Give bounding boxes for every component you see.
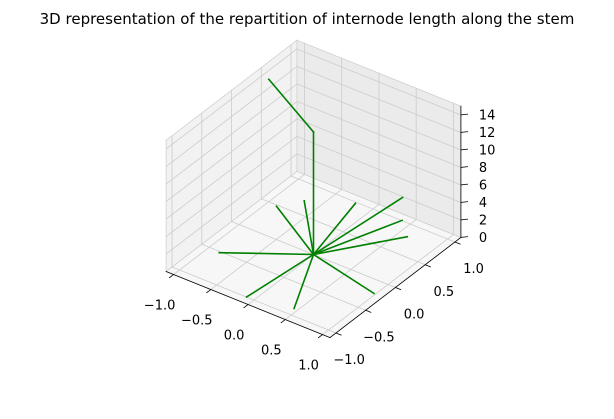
z-grid-line xyxy=(296,170,462,238)
z-tick-label: 2 xyxy=(479,213,487,228)
x-tick-label: −0.5 xyxy=(181,314,213,329)
tick-labels: −1.0 −0.5 0.0 0.5 1.0 −1.0 −0.5 0.0 0.5 1.0 0 2 4 6 8 1… xyxy=(144,108,496,373)
branch-line xyxy=(312,253,376,295)
z-grid-line xyxy=(165,153,298,255)
grid-lines xyxy=(165,42,462,336)
y-grid-line xyxy=(171,266,337,334)
z-grid-line xyxy=(296,65,462,133)
z-grid-line xyxy=(165,170,298,273)
axis-lines xyxy=(165,39,469,339)
z-grid-line xyxy=(296,118,462,186)
x-tick-label: 0.5 xyxy=(261,344,282,359)
z-tick-mark xyxy=(460,236,469,238)
y-tick-label: 0.0 xyxy=(404,308,425,323)
branch-line xyxy=(293,253,315,310)
z-tick-label: 0 xyxy=(479,231,487,246)
x-tick-mark xyxy=(243,303,249,309)
z-tick-mark xyxy=(460,183,469,186)
x-tick-label: −1.0 xyxy=(144,299,176,314)
branch-line xyxy=(245,253,315,299)
z-grid-line xyxy=(165,100,298,203)
x-tick-mark xyxy=(280,318,286,324)
x-tick-label: 0.0 xyxy=(224,329,245,344)
y-grid-line xyxy=(260,198,426,266)
x-tick-mark xyxy=(168,273,175,279)
z-grid-line xyxy=(165,83,298,185)
branch-line xyxy=(312,196,404,256)
y-tick-mark xyxy=(335,332,342,336)
branch-line xyxy=(312,202,357,256)
stem-segment xyxy=(267,78,315,134)
z-grid-line xyxy=(165,65,298,168)
y-tick-label: 1.0 xyxy=(463,262,484,277)
x-tick-mark xyxy=(206,288,212,294)
z-tick-label: 10 xyxy=(479,143,496,158)
z-grid-line xyxy=(296,48,462,116)
z-tick-mark xyxy=(460,148,469,151)
z-tick-mark xyxy=(460,201,469,203)
y-tick-mark xyxy=(394,286,402,291)
x-tick-label: 1.0 xyxy=(298,359,319,374)
branch-line xyxy=(312,235,409,256)
y-tick-label: 0.5 xyxy=(434,285,455,300)
z-grid-line xyxy=(296,135,462,203)
z-grid-line xyxy=(165,48,298,150)
z-tick-label: 4 xyxy=(479,196,487,211)
y-grid-line xyxy=(290,175,456,243)
z-grid-line xyxy=(165,118,298,220)
x-tick-mark xyxy=(317,333,324,339)
z-grid-line xyxy=(296,100,462,168)
pane-edge xyxy=(296,39,462,107)
z-tick-mark xyxy=(460,218,469,221)
branch-line xyxy=(312,219,404,256)
z-tick-label: 14 xyxy=(479,108,496,123)
pane-edge xyxy=(165,39,298,141)
z-tick-mark xyxy=(460,131,469,133)
z-grid-line xyxy=(296,153,462,221)
chart-title: 3D representation of the repartition of … xyxy=(40,10,575,28)
y-tick-label: −1.0 xyxy=(333,353,365,368)
z-grid-line xyxy=(165,135,298,238)
z-tick-mark xyxy=(460,166,469,168)
z-tick-label: 12 xyxy=(479,126,496,141)
z-tick-label: 8 xyxy=(479,161,487,176)
branch-line xyxy=(303,199,315,256)
z-tick-mark xyxy=(460,113,469,116)
branch-line xyxy=(275,205,315,256)
y-tick-label: −0.5 xyxy=(363,330,395,345)
z-tick-label: 6 xyxy=(479,178,487,193)
branch-line xyxy=(218,251,315,256)
y-tick-mark xyxy=(424,264,431,268)
z-grid-line xyxy=(296,83,462,151)
y-tick-mark xyxy=(454,241,461,245)
y-grid-line xyxy=(201,243,367,311)
y-tick-mark xyxy=(365,309,372,313)
data-lines xyxy=(218,78,409,310)
